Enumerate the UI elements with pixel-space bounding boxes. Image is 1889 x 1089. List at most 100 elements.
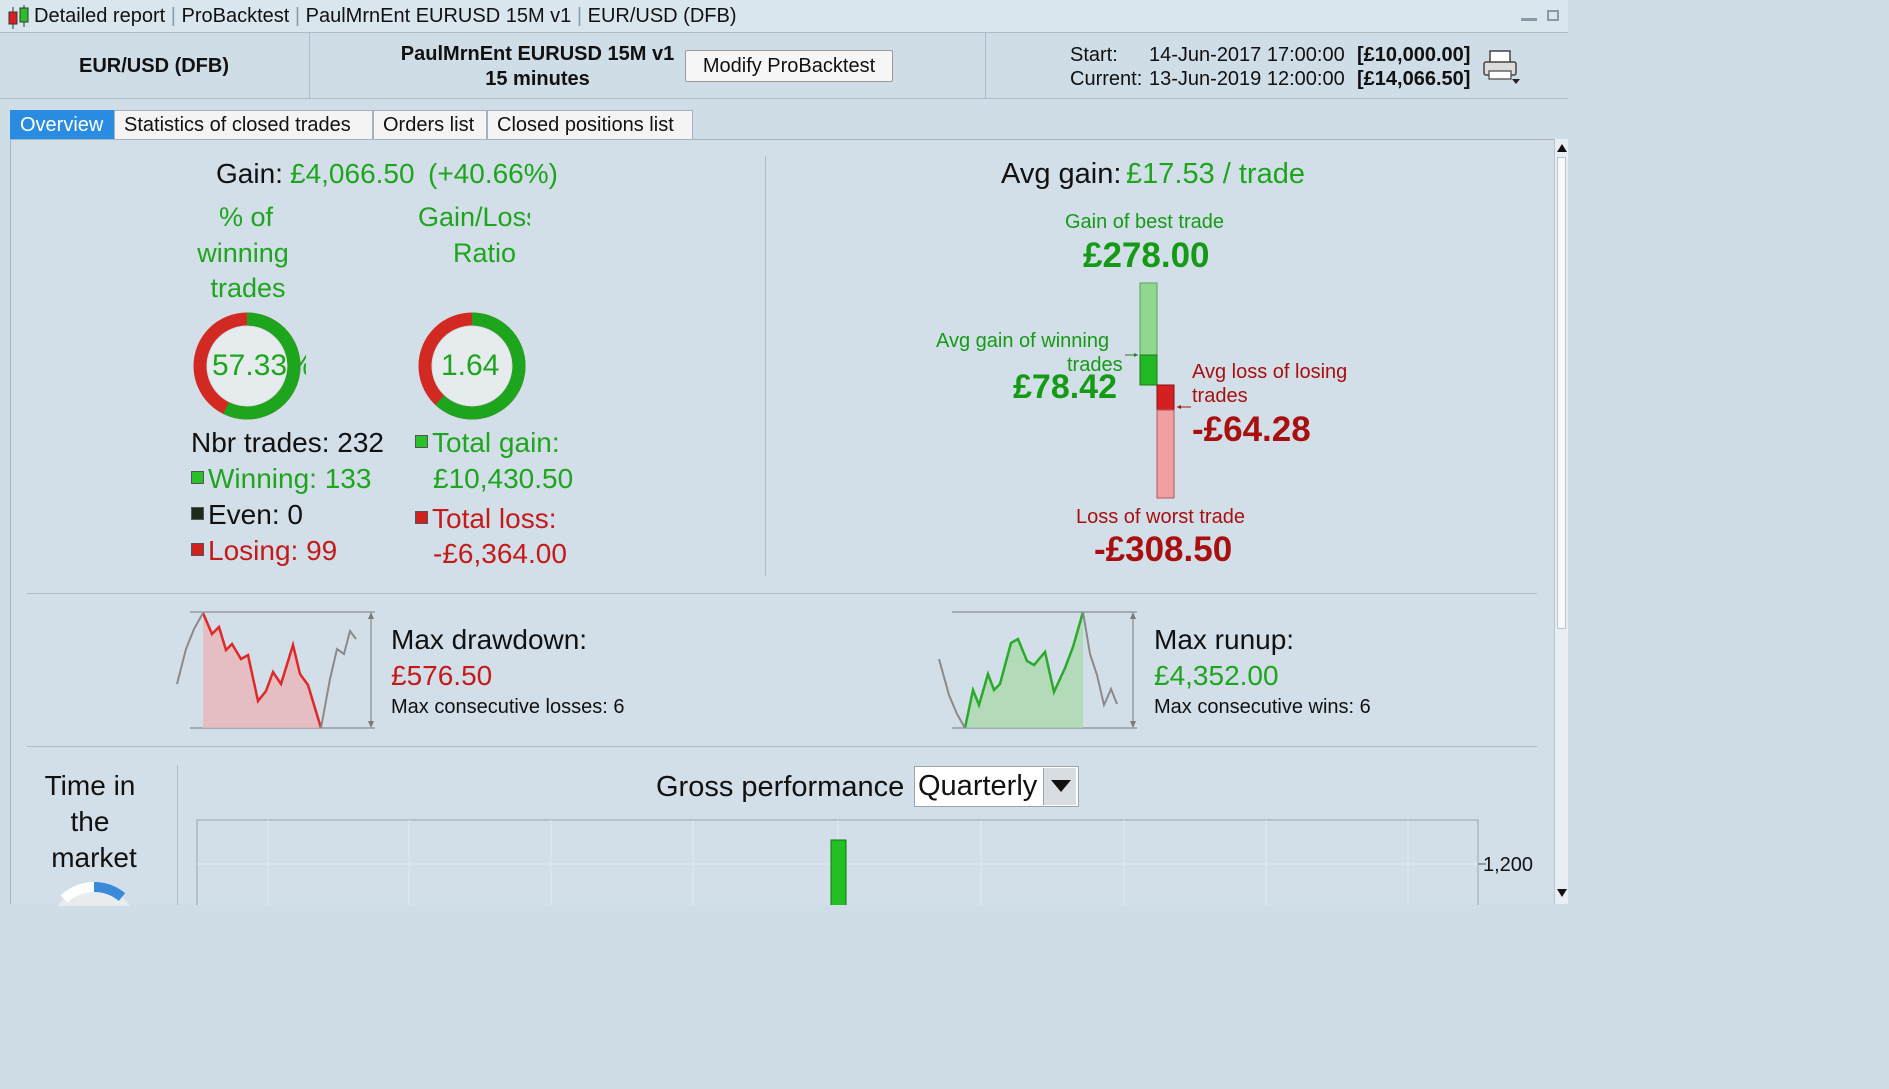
gross-performance-label: Gross performance [656, 771, 905, 803]
time-in-market-donut [57, 881, 131, 906]
losing-count-text: Losing: 99 [208, 535, 338, 566]
ratio-title-clip: Gain/Loss [416, 202, 530, 238]
section-divider [27, 746, 1537, 747]
losing-legend-icon [191, 543, 204, 557]
section-divider [765, 156, 766, 576]
total-gain-label: Total gain: [415, 427, 560, 459]
total-gain-icon [415, 435, 428, 449]
period-select-value: Quarterly [918, 770, 1038, 802]
best-trade-label: Gain of best trade [1065, 211, 1224, 233]
performance-bar [830, 839, 847, 905]
winning-trades-title-3: trades [210, 273, 286, 303]
gain-label: Gain: [216, 158, 283, 189]
worst-trade-bar [1156, 409, 1175, 499]
max-drawdown-chart [176, 611, 375, 729]
best-trade-value: £278.00 [1083, 236, 1210, 275]
winning-pct-clip: 57.33% [210, 348, 306, 388]
window-titlebar: Detailed report | ProBacktest | PaulMrnE… [0, 0, 1568, 33]
avg-loss-bar [1156, 384, 1175, 411]
period-select-dropdown[interactable] [1043, 768, 1076, 805]
tab-statistics-of-closed-trades[interactable]: Statistics of closed trades [114, 110, 373, 139]
avg-gain-label: Avg gain: [1001, 158, 1122, 190]
gain-loss-ratio-donut [418, 312, 526, 420]
printer-icon[interactable] [1482, 49, 1522, 85]
losing-count: Losing: 99 [191, 535, 337, 567]
system-name: PaulMrnEnt EURUSD 15M v1 [400, 43, 675, 65]
current-label: Current: [1070, 68, 1143, 90]
even-legend-icon [191, 507, 204, 521]
win-arc [223, 312, 301, 420]
max-drawdown-label: Max drawdown: [391, 624, 588, 655]
winning-pct-value: 57.33% [212, 349, 306, 382]
winning-legend-icon [191, 471, 204, 485]
trade-range-bars [1125, 282, 1191, 499]
max-runup-label: Max runup: [1154, 624, 1295, 655]
header-divider [985, 33, 986, 99]
max-consecutive-wins: Max consecutive wins: 6 [1154, 696, 1371, 718]
donut-center [207, 326, 287, 406]
tab-orders-list[interactable]: Orders list [373, 110, 487, 139]
max-consecutive-losses: Max consecutive losses: 6 [391, 696, 625, 718]
even-count-text: Even: 0 [208, 499, 303, 530]
total-gain-label-text: Total gain: [432, 427, 560, 458]
avg-win-label-1: Avg gain of winning [936, 330, 1110, 352]
scroll-up-icon[interactable] [1556, 142, 1568, 154]
overview-panel: Gain: £4,066.50 (+40.66%) % of winning t… [10, 139, 1554, 906]
current-value: [£14,066.50] [1357, 68, 1471, 90]
avg-loss-label-2: trades [1192, 385, 1248, 407]
time-in-market-title-3: market [51, 842, 137, 873]
title-report: Detailed report [34, 5, 166, 27]
donut-center [432, 326, 512, 406]
total-loss-value: -£6,364.00 [433, 538, 567, 569]
max-drawdown-value: £576.50 [391, 660, 493, 691]
tab-closed-positions-list[interactable]: Closed positions list [487, 110, 693, 139]
total-loss-icon [415, 511, 428, 525]
chevron-down-icon [1051, 780, 1071, 792]
backtest-header: EUR/USD (DFB) PaulMrnEnt EURUSD 15M v1 1… [0, 33, 1568, 99]
scrollbar-thumb[interactable] [1557, 157, 1566, 629]
restore-icon[interactable] [1547, 10, 1559, 21]
even-count: Even: 0 [191, 499, 303, 531]
title-app: ProBacktest [181, 5, 290, 27]
best-trade-bar [1139, 282, 1158, 356]
title-system: PaulMrnEnt EURUSD 15M v1 [305, 5, 572, 27]
instrument-label: EUR/USD (DFB) [79, 55, 229, 77]
minimize-icon[interactable] [1521, 18, 1537, 21]
avg-win-label-2: trades [1067, 354, 1123, 376]
worst-trade-value: -£308.50 [1094, 530, 1233, 569]
winning-count-text: Winning: 133 [208, 463, 372, 494]
avg-loss-value: -£64.28 [1192, 410, 1311, 449]
gross-performance-chart [196, 819, 1486, 905]
total-loss-label: Total loss: [415, 503, 557, 535]
worst-trade-label: Loss of worst trade [1076, 506, 1245, 528]
header-divider [309, 33, 310, 99]
time-in-market-title-2: the [70, 806, 110, 837]
win-arc [435, 312, 526, 420]
winning-trades-donut [193, 312, 301, 420]
start-value: [£10,000.00] [1357, 44, 1471, 66]
probacktest-app-icon [8, 5, 29, 29]
title-instrument: EUR/USD (DFB) [587, 5, 737, 27]
time-in-market-title-1: Time in [44, 770, 136, 801]
vertical-scrollbar[interactable] [1554, 139, 1568, 904]
window-title: Detailed report | ProBacktest | PaulMrnE… [34, 5, 737, 27]
avg-win-bar [1139, 354, 1158, 386]
section-divider [27, 593, 1537, 594]
winning-trades-title-1: % of [218, 202, 274, 232]
ratio-title-2: Ratio [453, 238, 517, 268]
tab-overview[interactable]: Overview [10, 110, 114, 139]
avg-gain-value: £17.53 / trade [1126, 158, 1305, 190]
avg-loss-label-1: Avg loss of losing [1192, 361, 1348, 383]
current-date: 13-Jun-2019 12:00:00 [1149, 68, 1345, 90]
modify-probacktest-button[interactable]: Modify ProBacktest [685, 50, 893, 82]
ratio-value: 1.64 [441, 349, 500, 382]
y-axis-tick: 1,200 [1483, 854, 1534, 876]
avg-win-value: £78.42 [1013, 368, 1117, 406]
start-date: 14-Jun-2017 17:00:00 [1149, 44, 1345, 66]
scroll-down-icon[interactable] [1556, 887, 1568, 899]
ratio-title-1: Gain/Loss [418, 202, 530, 232]
period-select[interactable]: Quarterly [914, 766, 1079, 807]
winning-trades-title-2: winning [197, 238, 289, 268]
timeframe-label: 15 minutes [485, 68, 590, 90]
nbr-trades: Nbr trades: 232 [191, 427, 384, 458]
